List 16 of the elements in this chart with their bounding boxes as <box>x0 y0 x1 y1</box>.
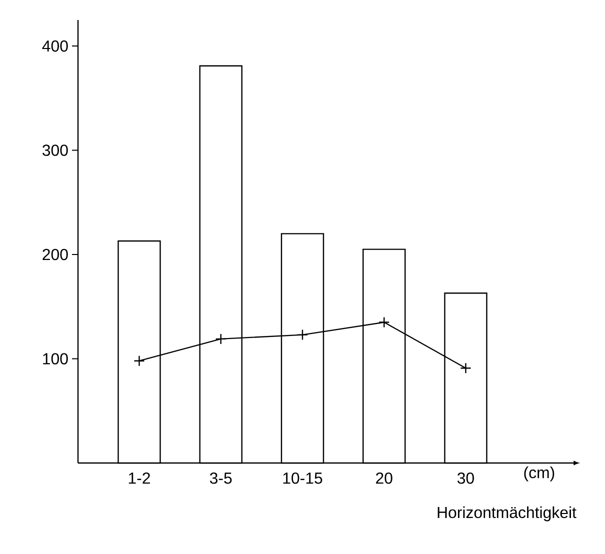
point <box>215 333 226 345</box>
point <box>378 316 390 328</box>
point <box>296 329 308 340</box>
point <box>460 362 472 374</box>
x-axis-title: Horizontmächtigkeit <box>438 506 576 522</box>
point <box>134 355 145 366</box>
x-tick-label: 1-2 <box>128 472 150 484</box>
y-tick-label: 400 <box>42 40 68 52</box>
x-tick-label: 3-5 <box>210 472 232 484</box>
y-tick-label: 100 <box>43 353 68 364</box>
text: (cm) <box>524 466 554 482</box>
x-tick-label: 30 <box>457 472 474 484</box>
x-tick-label: 20 <box>376 472 392 484</box>
y-tick-label: 300 <box>42 144 68 156</box>
y-tick-label: 200 <box>42 248 68 260</box>
x-tick-label: 10-15 <box>283 472 322 484</box>
